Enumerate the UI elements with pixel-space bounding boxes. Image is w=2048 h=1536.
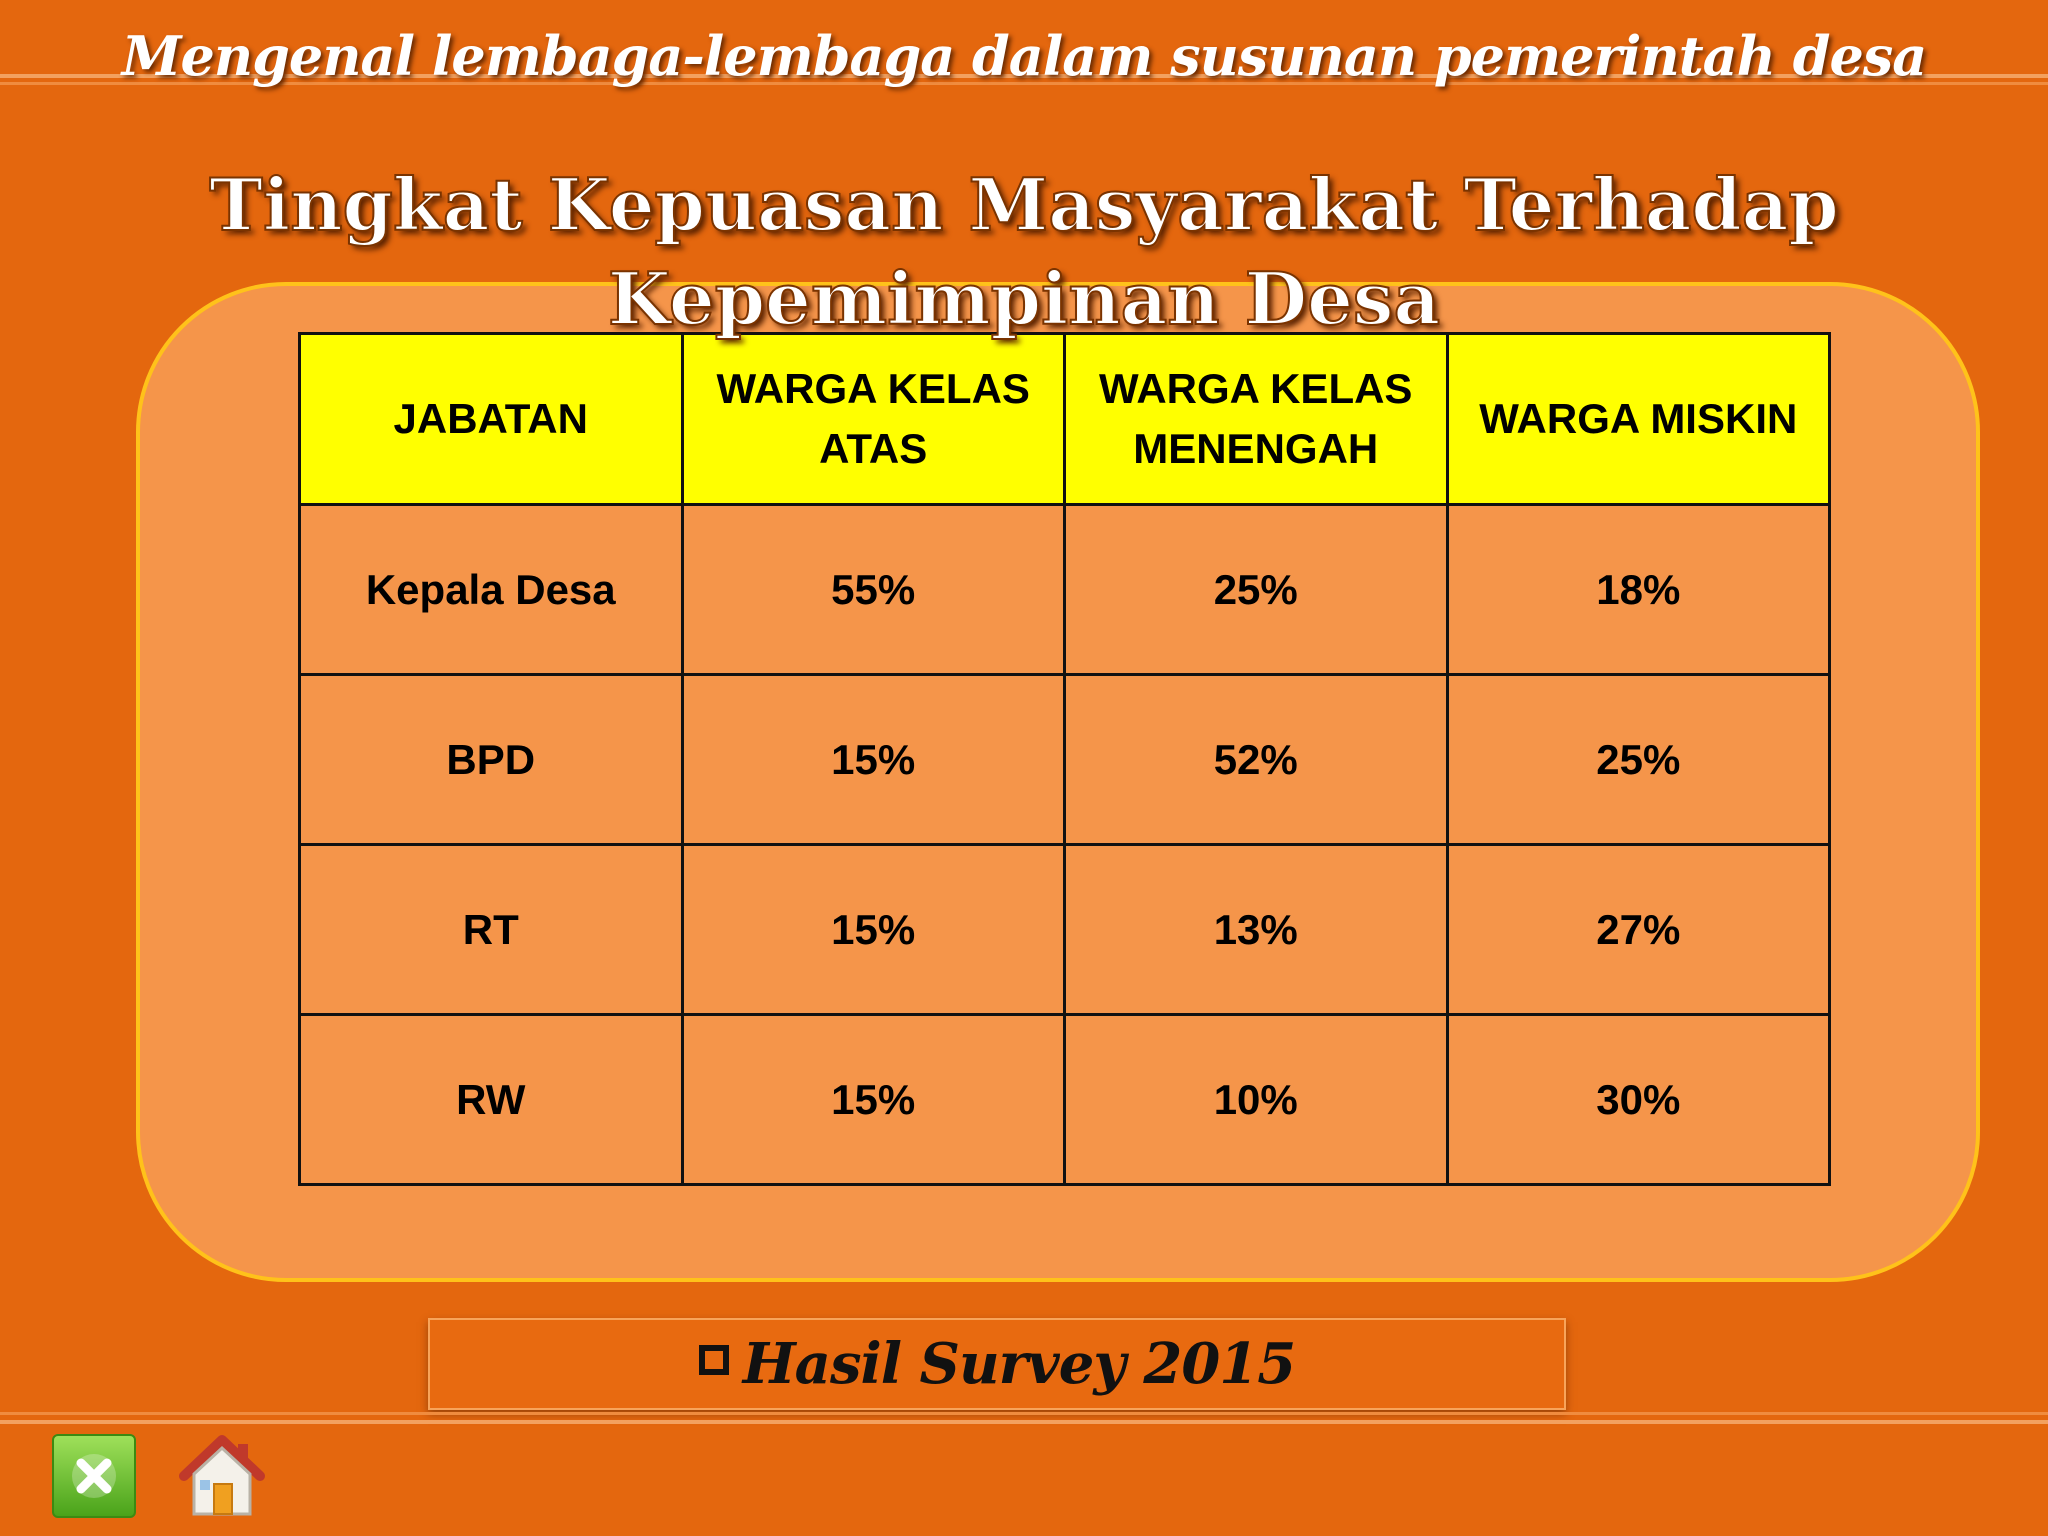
table-cell: 18% <box>1445 503 1832 676</box>
table-row: RW 15% 10% 30% <box>298 1013 1832 1186</box>
row-label: RT <box>298 843 684 1016</box>
home-button[interactable] <box>176 1430 268 1522</box>
close-icon <box>72 1454 116 1498</box>
home-icon <box>179 1435 265 1516</box>
table-cell: 15% <box>680 673 1066 846</box>
column-header-warga-miskin: WARGA MISKIN <box>1445 332 1832 506</box>
table-row: BPD 15% 52% 25% <box>298 673 1832 846</box>
row-label: Kepala Desa <box>298 503 684 676</box>
table-cell: 27% <box>1445 843 1832 1016</box>
column-header-warga-kelas-atas: WARGA KELAS ATAS <box>680 332 1066 506</box>
slide-title: Tingkat Kepuasan Masyarakat Terhadap Kep… <box>208 161 1839 342</box>
bottom-divider-2 <box>0 1420 2048 1424</box>
satisfaction-table: JABATAN WARGA KELAS ATAS WARGA KELAS MEN… <box>298 332 1832 1186</box>
table-cell: 52% <box>1062 673 1449 846</box>
top-divider <box>0 74 2048 78</box>
table-cell: 30% <box>1445 1013 1832 1186</box>
table-cell: 25% <box>1062 503 1449 676</box>
table-row: Kepala Desa 55% 25% 18% <box>298 503 1832 676</box>
header-title: Mengenal lembaga-lembaga dalam susunan p… <box>121 24 1927 88</box>
top-divider-2 <box>0 82 2048 85</box>
table-cell: 10% <box>1062 1013 1449 1186</box>
bottom-divider <box>0 1412 2048 1415</box>
table-cell: 15% <box>680 1013 1066 1186</box>
table-cell: 25% <box>1445 673 1832 846</box>
table-header-row: JABATAN WARGA KELAS ATAS WARGA KELAS MEN… <box>298 332 1832 506</box>
table-cell: 55% <box>680 503 1066 676</box>
column-header-warga-kelas-menengah: WARGA KELAS MENENGAH <box>1062 332 1449 506</box>
row-label: RW <box>298 1013 684 1186</box>
column-header-jabatan: JABATAN <box>298 332 684 506</box>
survey-label: Hasil Survey 2015 <box>742 1331 1296 1397</box>
close-button[interactable] <box>52 1434 136 1518</box>
table-row: RT 15% 13% 27% <box>298 843 1832 1016</box>
table-cell: 13% <box>1062 843 1449 1016</box>
square-bullet-icon <box>698 1345 729 1375</box>
survey-footer: Hasil Survey 2015 <box>428 1318 1566 1410</box>
row-label: BPD <box>298 673 684 846</box>
table-cell: 15% <box>680 843 1066 1016</box>
